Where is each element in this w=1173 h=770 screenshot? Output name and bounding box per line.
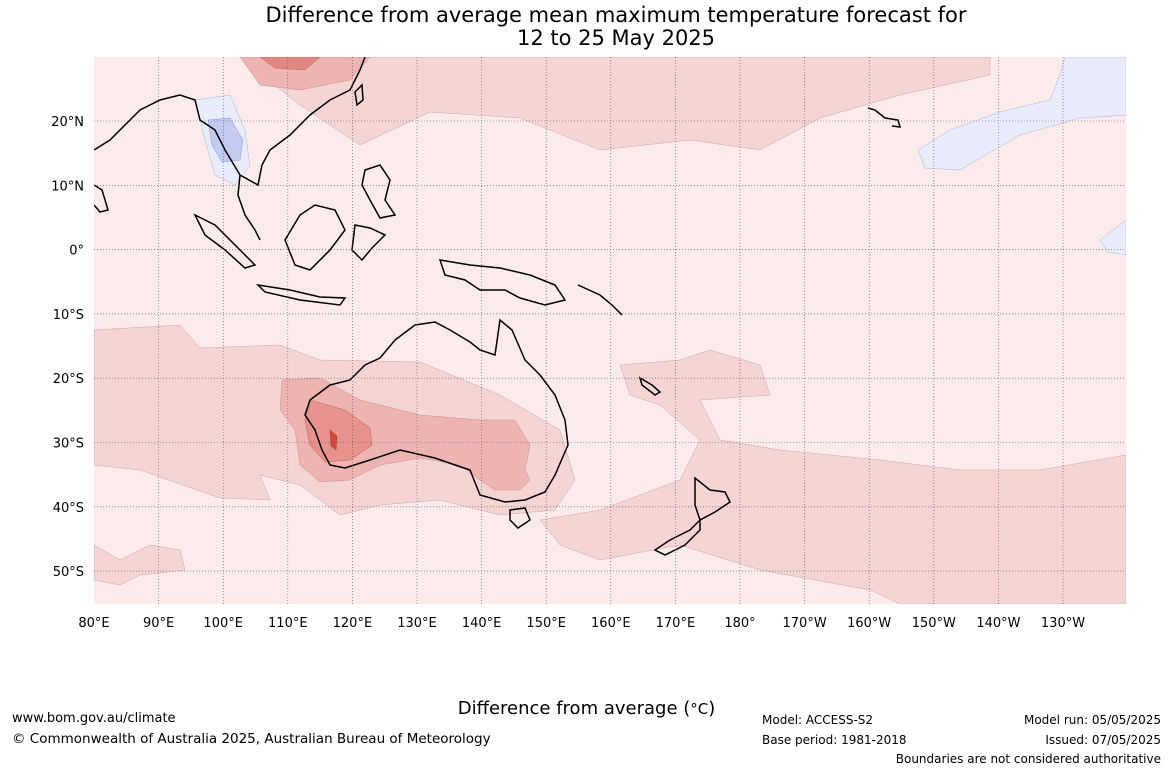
coastline-tasmania (509, 507, 531, 529)
lon-tick-label: 140°E (462, 616, 502, 631)
longitude-labels: 80°E 90°E 100°E 110°E 120°E 130°E 140°E 150°E 16… (78, 616, 1085, 631)
coastline-australia (304, 318, 569, 503)
anomaly-region-neg-north-pacific (917, 57, 1126, 171)
lon-tick-label: 170°E (656, 616, 696, 631)
footer-model-run: Model run: 05/05/2025 (1023, 713, 1161, 727)
title-line-1: Difference from average mean maximum tem… (265, 3, 967, 27)
coastline-new-caledonia (638, 376, 662, 396)
footer-issued: Issued: 07/05/2025 (1045, 733, 1161, 747)
lon-tick-label: 110°E (268, 616, 308, 631)
lat-tick-label: 20°S (53, 372, 84, 387)
lon-tick-label: 80°E (78, 616, 109, 631)
chart-title: Difference from average mean maximum tem… (0, 4, 1173, 50)
anomaly-region-neg-equatorial-pacific (1099, 219, 1126, 256)
coastline-new-zealand-south (653, 518, 701, 556)
coastline-sumatra (193, 213, 257, 269)
coastlines (94, 57, 902, 556)
colorbar-label-text: Difference from average ( (457, 698, 691, 719)
anomaly-region-neg2-indochina (207, 117, 244, 163)
lat-tick-label: 50°S (53, 565, 84, 580)
anomaly-region-2-3-australia (279, 377, 531, 491)
lon-tick-label: 150°W (912, 616, 956, 631)
anomaly-region-3-4-australia (304, 399, 373, 463)
lon-tick-label: 90°E (143, 616, 174, 631)
coastline-hawaii (867, 107, 902, 128)
graticule (94, 57, 1126, 604)
colorbar-label: Difference from average (°C) (0, 698, 1173, 719)
colorbar-label-end: ) (708, 698, 716, 719)
lon-tick-label: 160°E (591, 616, 631, 631)
anomaly-region-1-2-south-pacific (539, 349, 1126, 604)
lon-tick-label: 140°W (976, 616, 1020, 631)
anomaly-region-1-2-south-atlantic (94, 544, 186, 586)
coastline-malay-peninsula (237, 174, 261, 241)
lon-tick-label: 120°E (333, 616, 373, 631)
lat-tick-label: 30°S (53, 437, 84, 452)
lat-tick-label: 10°S (53, 308, 84, 323)
map-area: 20°N 10°N 0° 10°S 20°S 30°S 40°S 50°S 80°E 90°E 1… (51, 57, 1126, 690)
coastline-sulawesi (351, 224, 387, 262)
anomaly-region-1-2-tropics-north (239, 57, 991, 151)
coastline-solomon-islands (577, 284, 623, 316)
lon-tick-label: 100°E (203, 616, 243, 631)
colorbar-unit: °C (690, 700, 709, 718)
footer-website[interactable]: www.bom.gov.au/climate (12, 711, 176, 726)
footer-disclaimer: Boundaries are not considered authoritat… (895, 752, 1161, 766)
lon-tick-label: 180° (724, 616, 755, 631)
lon-tick-label: 130°E (397, 616, 437, 631)
lat-tick-label: 10°N (51, 179, 84, 194)
footer-model: Model: ACCESS-S2 (762, 713, 874, 727)
lon-tick-label: 130°W (1041, 616, 1085, 631)
footer-base-period: Base period: 1981-2018 (762, 733, 907, 747)
map-svg: 20°N 10°N 0° 10°S 20°S 30°S 40°S 50°S 80°E 90°E 1… (51, 57, 1126, 690)
latitude-labels: 20°N 10°N 0° 10°S 20°S 30°S 40°S 50°S (51, 115, 84, 580)
lat-tick-label: 20°N (51, 115, 84, 130)
lon-tick-label: 160°W (847, 616, 891, 631)
lat-tick-label: 0° (69, 244, 84, 259)
coastline-philippines (361, 164, 397, 219)
title-line-2: 12 to 25 May 2025 (516, 26, 716, 50)
footer-copyright: © Commonwealth of Australia 2025, Austra… (12, 731, 491, 747)
anomaly-region-3-4-north (259, 57, 321, 71)
coastline-new-zealand-north (694, 476, 731, 522)
coastline-new-guinea (438, 259, 567, 306)
coastline-taiwan (354, 83, 364, 107)
coastline-asia-mainland (94, 57, 366, 187)
coastline-borneo (284, 204, 346, 271)
lon-tick-label: 150°E (526, 616, 566, 631)
anomaly-region-4-5-australia (329, 429, 338, 451)
lon-tick-label: 170°W (783, 616, 827, 631)
coastline-india (94, 184, 109, 213)
coastline-java (255, 283, 347, 306)
lat-tick-label: 40°S (53, 501, 84, 516)
